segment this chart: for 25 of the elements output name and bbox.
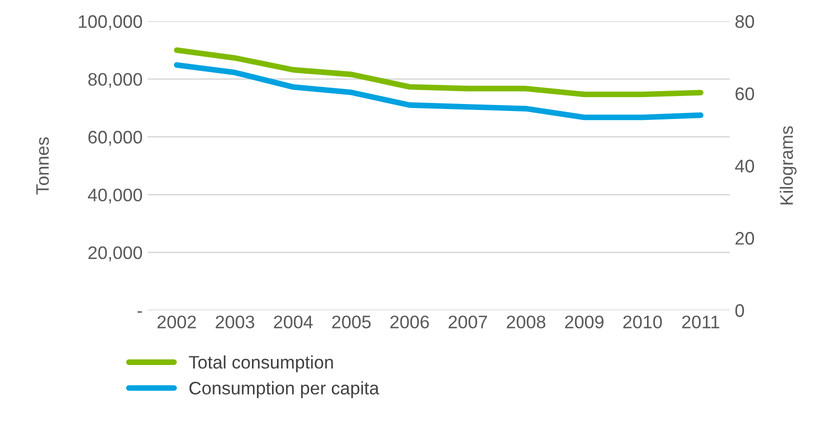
y-tick-label: 100,000: [78, 15, 142, 30]
x-tick-label: 2003: [216, 316, 254, 328]
y2-tick-label: 20: [736, 232, 754, 245]
x-tick-label: 2010: [623, 316, 662, 328]
y2-tick-label: 60: [736, 87, 754, 100]
x-tick-label: 2008: [506, 316, 546, 328]
y-axis-title: Tonnes: [36, 137, 49, 194]
y-tick-label: 40,000: [88, 188, 142, 204]
y-tick-label: -: [138, 311, 142, 313]
y2-tick-label: 0: [735, 304, 744, 317]
x-tick-label: 2005: [332, 316, 371, 328]
y2-tick-label: 80: [735, 15, 754, 28]
x-tick-label: 2004: [274, 316, 313, 328]
x-tick-label: 2007: [448, 316, 487, 328]
y2-axis-title: Kilograms: [780, 126, 797, 204]
x-tick-label: 2009: [565, 316, 604, 328]
y-tick-label: 20,000: [88, 246, 142, 262]
x-tick-label: 2006: [390, 316, 429, 328]
x-tick-label: 2002: [158, 316, 196, 328]
legend-label: Consumption per capita: [189, 381, 380, 398]
y-tick-label: 60,000: [88, 130, 142, 146]
legend-label: Total consumption: [188, 355, 333, 372]
y-tick-label: 80,000: [88, 72, 142, 88]
x-tick-label: 2011: [682, 316, 720, 328]
y2-tick-label: 40: [735, 160, 754, 172]
